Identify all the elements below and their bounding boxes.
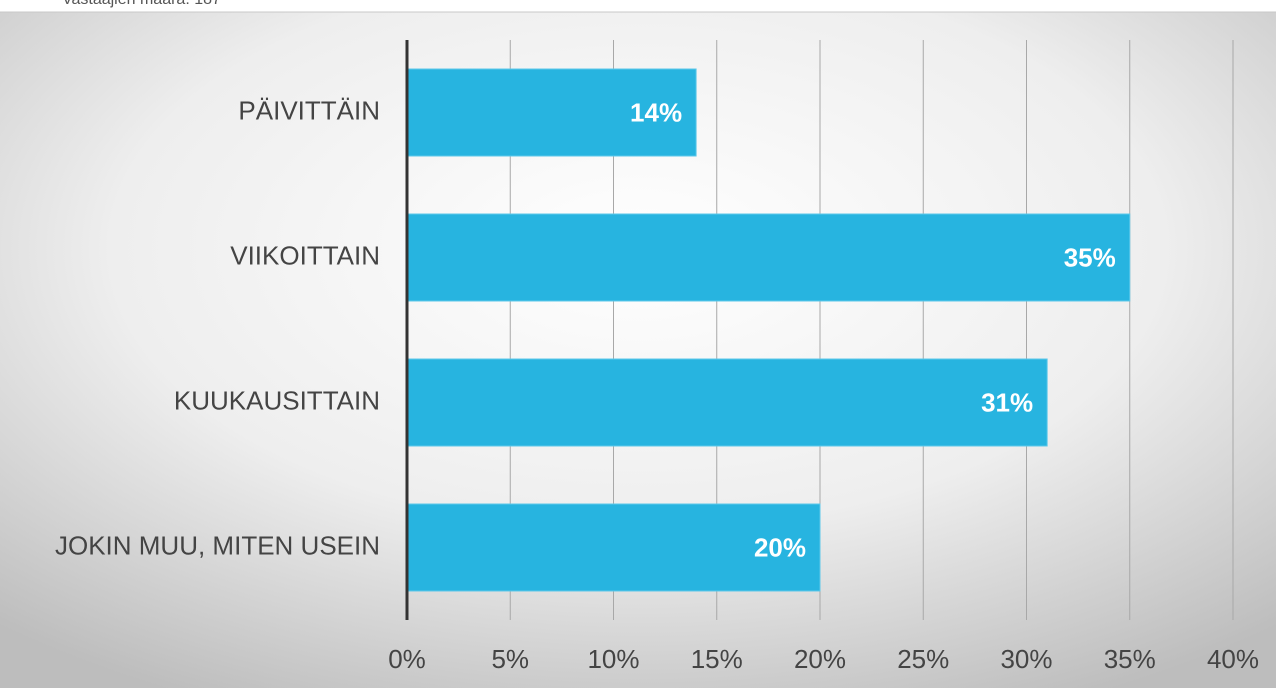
x-tick-label: 15% <box>691 644 743 674</box>
x-tick-label: 30% <box>1000 644 1052 674</box>
value-label: 14% <box>630 97 682 127</box>
y-tick-label: VIIKOITTAIN <box>230 240 380 270</box>
x-tick-label: 40% <box>1207 644 1259 674</box>
bar <box>406 503 821 592</box>
y-tick-label: JOKIN MUU, MITEN USEIN <box>55 530 380 560</box>
value-label: 35% <box>1064 242 1116 272</box>
y-tick-label: KUUKAUSITTAIN <box>174 385 380 415</box>
value-label: 31% <box>981 387 1033 417</box>
x-tick-label: 5% <box>491 644 529 674</box>
bar <box>406 358 1048 447</box>
x-tick-label: 35% <box>1104 644 1156 674</box>
x-tick-label: 0% <box>388 644 426 674</box>
x-tick-label: 25% <box>897 644 949 674</box>
y-tick-label: PÄIVITTÄIN <box>238 95 380 125</box>
x-tick-label: 10% <box>587 644 639 674</box>
subtitle: Vastaajien määrä: 187 <box>62 0 221 8</box>
x-tick-label: 20% <box>794 644 846 674</box>
bar <box>406 213 1131 302</box>
value-label: 20% <box>754 532 806 562</box>
bar <box>406 68 697 157</box>
